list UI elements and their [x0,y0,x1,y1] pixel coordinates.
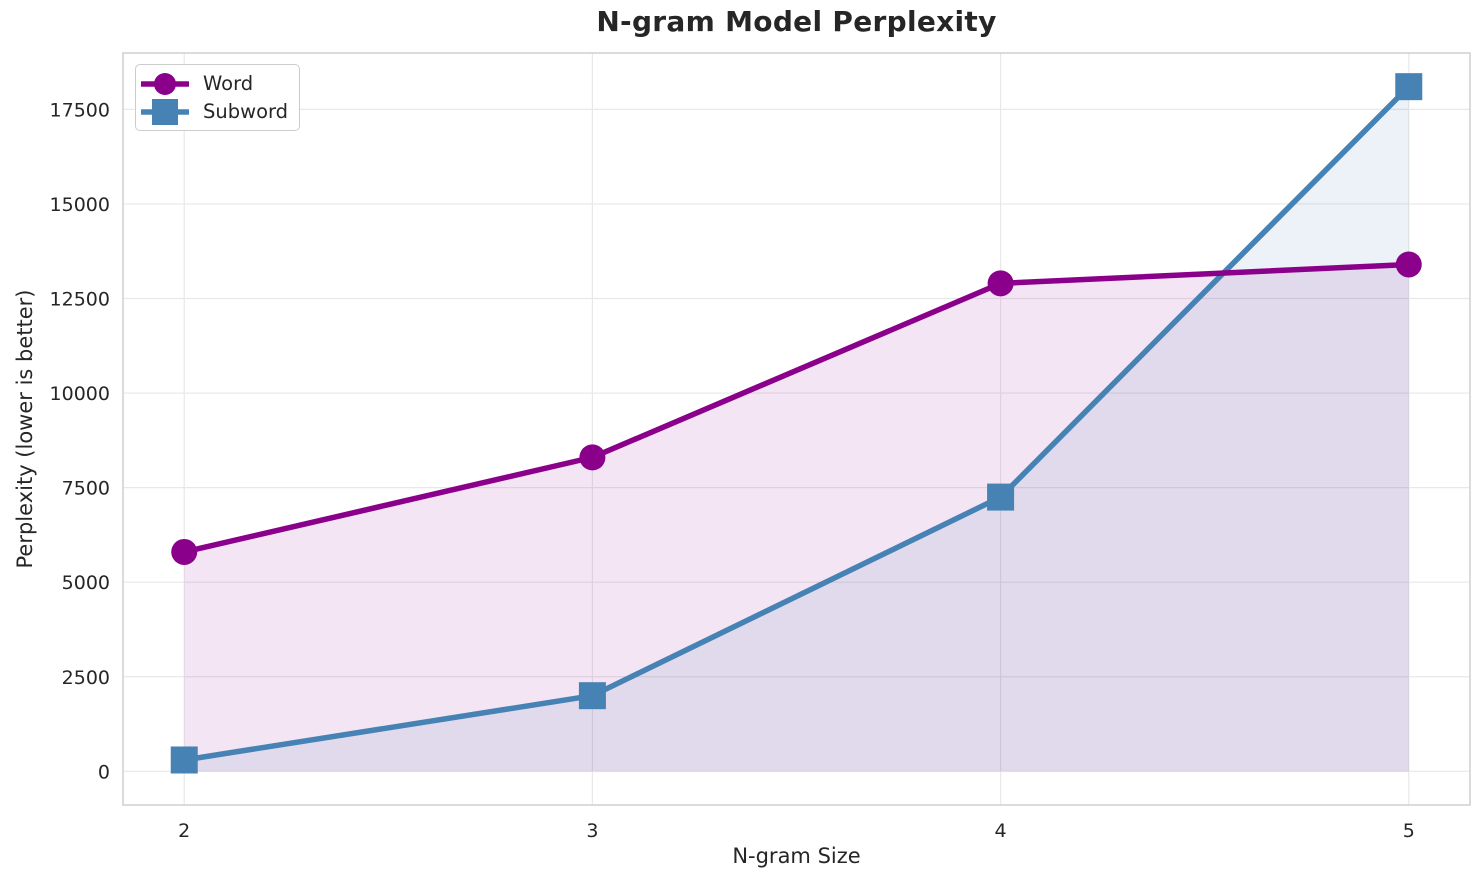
x-axis-label: N-gram Size [732,844,861,868]
series-subword-marker [170,746,198,774]
series-subword-marker [987,483,1015,511]
series-word-marker [579,444,606,471]
plot-border [122,52,1471,806]
subword-marker-icon [141,99,189,125]
chart-title: N-gram Model Perplexity [596,5,997,38]
series-subword-marker [1395,73,1423,101]
word-marker-icon [141,73,189,95]
legend-marker [152,99,178,125]
y-tick-label: 10000 [50,383,110,405]
y-tick-label: 7500 [62,478,110,500]
legend-label: Subword [203,100,289,124]
series-word-marker [987,270,1014,297]
x-tick-label: 3 [586,820,598,842]
legend-label: Word [203,72,254,96]
series-word-line [181,261,1412,555]
legend-marker [154,73,176,95]
x-tick-label: 4 [995,820,1007,842]
y-tick-label: 5000 [62,572,110,594]
x-tick-label: 2 [178,820,190,842]
x-tick-label: 5 [1403,820,1415,842]
legend-item-subword: Subword [141,98,291,126]
y-tick-label: 2500 [62,667,110,689]
series-word-marker [171,538,198,565]
series-subword-fill [184,86,1409,772]
y-tick-label: 17500 [50,99,110,121]
series-subword-marker [578,682,606,710]
y-tick-label: 15000 [50,194,110,216]
series-word-marker [1395,251,1422,278]
y-axis-label: Perplexity (lower is better) [13,289,37,569]
legend: Word Subword [135,64,300,131]
y-tick-label: 12500 [50,288,110,310]
legend-item-word: Word [141,70,291,98]
y-tick-label: 0 [98,761,110,783]
series-subword-line [181,83,1412,763]
